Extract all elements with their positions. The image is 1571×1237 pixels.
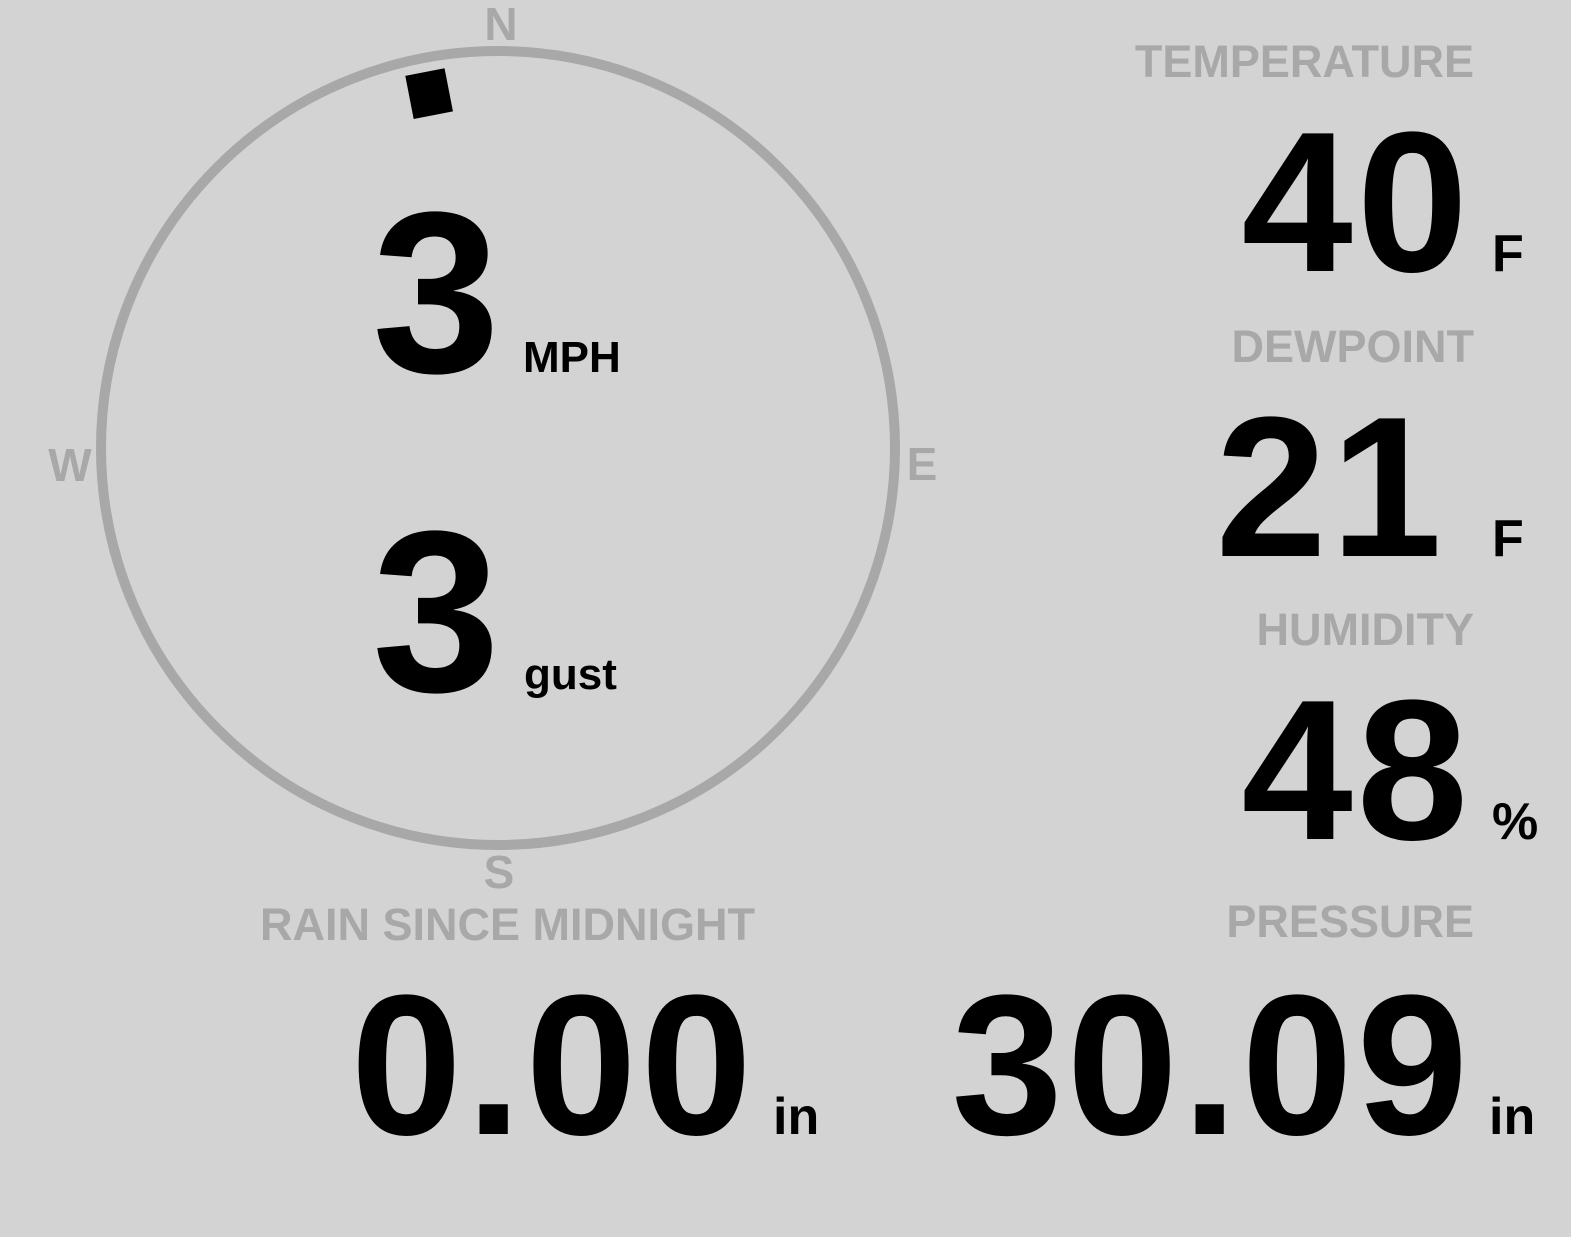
wind-direction-marker — [405, 68, 453, 120]
dewpoint-unit: F — [1492, 510, 1524, 568]
pressure-label: PRESSURE — [1226, 896, 1474, 947]
temperature-label: TEMPERATURE — [1134, 36, 1474, 87]
rain-unit: in — [773, 1088, 820, 1146]
temperature-value: 40 — [1241, 91, 1472, 314]
compass-west: W — [48, 439, 92, 491]
humidity-label: HUMIDITY — [1256, 604, 1475, 655]
wind-speed-unit: MPH — [523, 333, 621, 382]
pressure-value: 30.09 — [951, 954, 1472, 1177]
compass-east: E — [906, 438, 938, 490]
rain-value: 0.00 — [350, 954, 756, 1177]
compass-north: N — [484, 0, 518, 50]
wind-gust-value: 3 — [372, 483, 500, 740]
compass-ring — [96, 46, 900, 850]
dewpoint-label: DEWPOINT — [1231, 321, 1475, 372]
wind-gust-label: gust — [524, 650, 617, 699]
rain-label: RAIN SINCE MIDNIGHT — [260, 899, 755, 950]
humidity-unit: % — [1492, 793, 1539, 851]
temperature-unit: F — [1492, 225, 1524, 283]
dewpoint-value: 21 — [1215, 376, 1446, 599]
humidity-value: 48 — [1241, 659, 1472, 882]
compass-south: S — [483, 846, 515, 898]
pressure-unit: in — [1489, 1088, 1536, 1146]
wind-speed-value: 3 — [372, 164, 500, 421]
